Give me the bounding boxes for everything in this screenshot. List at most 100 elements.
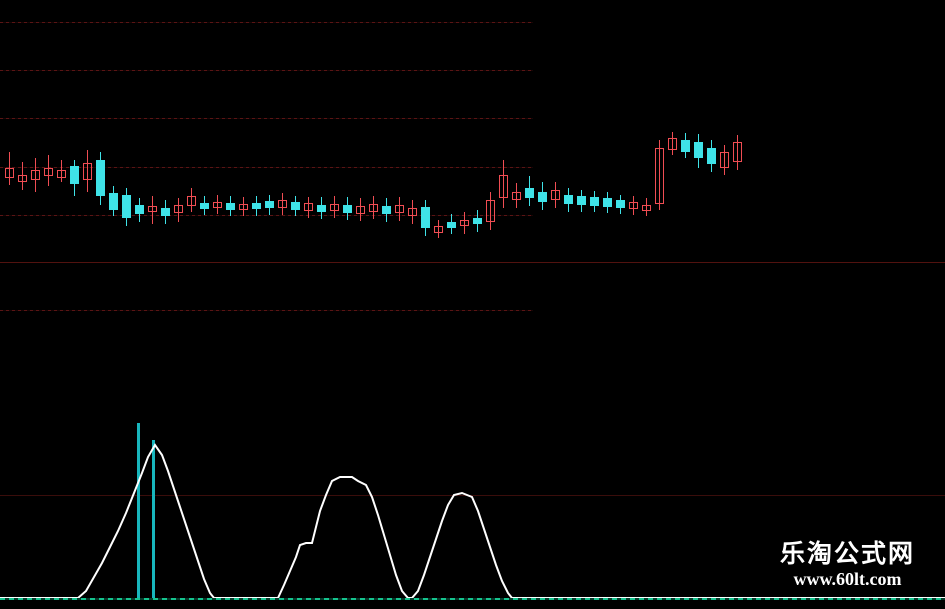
candle-body <box>707 148 716 164</box>
candle-body <box>70 166 79 184</box>
candlestick <box>642 0 651 385</box>
candlestick <box>395 0 404 385</box>
candlestick <box>200 0 209 385</box>
candlestick <box>369 0 378 385</box>
candle-body <box>421 207 430 228</box>
candle-body <box>44 168 53 176</box>
candlestick <box>83 0 92 385</box>
candlestick <box>707 0 716 385</box>
candlestick <box>525 0 534 385</box>
candle-body <box>525 188 534 198</box>
candlestick <box>18 0 27 385</box>
candle-wick <box>152 196 153 224</box>
candle-body <box>122 195 131 218</box>
candle-body <box>304 203 313 211</box>
candle-wick <box>61 160 62 182</box>
candle-body <box>720 152 729 168</box>
candle-body <box>200 203 209 209</box>
candlestick <box>187 0 196 385</box>
volume-bar <box>137 423 140 598</box>
candlestick <box>382 0 391 385</box>
candlestick <box>733 0 742 385</box>
candle-body <box>733 142 742 162</box>
candle-body <box>213 202 222 208</box>
candlestick <box>5 0 14 385</box>
candlestick <box>551 0 560 385</box>
candle-wick <box>516 183 517 208</box>
indicator-chart-panel[interactable] <box>0 385 945 609</box>
candle-wick <box>35 158 36 192</box>
candle-wick <box>87 150 88 192</box>
candle-wick <box>438 220 439 238</box>
candlestick <box>57 0 66 385</box>
candle-body <box>369 204 378 212</box>
candle-body <box>161 208 170 216</box>
candle-body <box>330 204 339 211</box>
candlestick <box>668 0 677 385</box>
candle-body <box>616 200 625 208</box>
candle-wick <box>22 162 23 190</box>
candle-body <box>564 195 573 204</box>
candlestick <box>577 0 586 385</box>
candle-wick <box>672 132 673 155</box>
candle-wick <box>282 193 283 215</box>
candle-body <box>629 202 638 209</box>
candle-body <box>148 206 157 212</box>
candle-wick <box>633 196 634 215</box>
candle-body <box>668 138 677 150</box>
candlestick <box>512 0 521 385</box>
candlestick <box>616 0 625 385</box>
candle-body <box>96 160 105 196</box>
candle-body <box>226 203 235 210</box>
candle-wick <box>308 197 309 218</box>
candle-body <box>31 170 40 180</box>
candlestick <box>239 0 248 385</box>
candle-wick <box>191 188 192 212</box>
candle-wick <box>490 192 491 230</box>
candle-wick <box>464 212 465 234</box>
candlestick <box>603 0 612 385</box>
candle-wick <box>48 155 49 186</box>
candlestick <box>31 0 40 385</box>
price-chart-panel[interactable] <box>0 0 945 385</box>
candlestick <box>473 0 482 385</box>
candlestick <box>226 0 235 385</box>
candlestick <box>161 0 170 385</box>
candle-body <box>135 205 144 214</box>
candlestick <box>174 0 183 385</box>
candle-body <box>473 218 482 224</box>
candle-wick <box>178 198 179 222</box>
candlestick <box>291 0 300 385</box>
candlestick <box>629 0 638 385</box>
candlestick <box>356 0 365 385</box>
candlestick <box>252 0 261 385</box>
candle-body <box>109 193 118 210</box>
candlestick <box>304 0 313 385</box>
candlestick <box>681 0 690 385</box>
candle-wick <box>659 140 660 210</box>
candlestick <box>265 0 274 385</box>
candlestick <box>720 0 729 385</box>
candle-body <box>187 196 196 206</box>
candle-body <box>577 196 586 205</box>
candlestick <box>538 0 547 385</box>
candlestick <box>408 0 417 385</box>
candle-wick <box>724 145 725 175</box>
candle-body <box>434 226 443 233</box>
candle-wick <box>217 195 218 214</box>
candle-body <box>317 205 326 212</box>
candle-body <box>538 192 547 202</box>
candlestick <box>109 0 118 385</box>
candlestick <box>434 0 443 385</box>
candlestick <box>590 0 599 385</box>
candle-body <box>499 175 508 198</box>
volume-bar <box>152 440 155 598</box>
candle-body <box>512 192 521 200</box>
candle-body <box>395 205 404 213</box>
candle-body <box>382 206 391 214</box>
candle-body <box>18 175 27 182</box>
candlestick <box>460 0 469 385</box>
candle-body <box>590 197 599 206</box>
indicator-polyline <box>0 443 945 599</box>
